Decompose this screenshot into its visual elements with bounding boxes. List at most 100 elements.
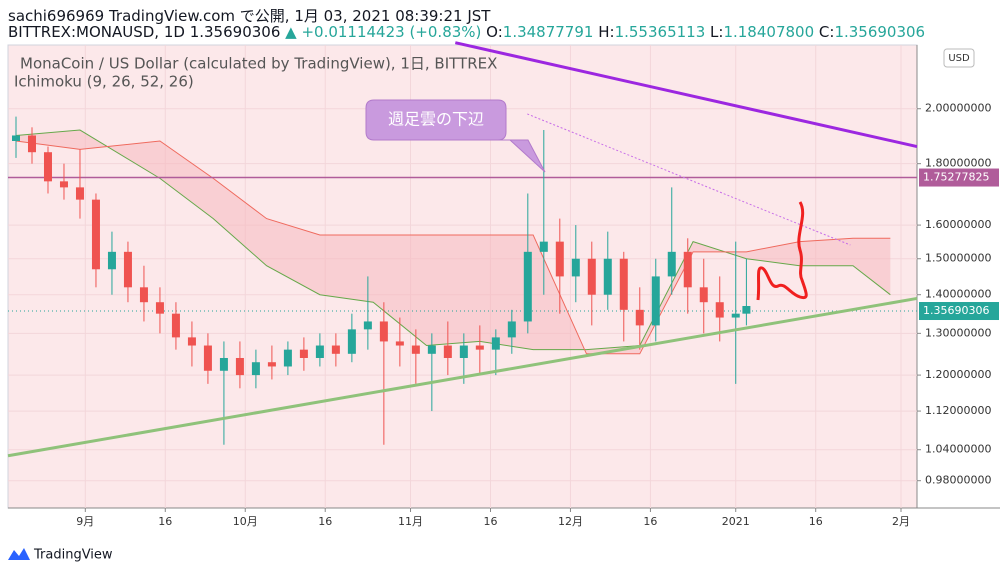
candle-body: [491, 337, 500, 350]
candle-body: [683, 251, 692, 288]
candle-body: [123, 251, 132, 288]
candle-body: [411, 345, 420, 354]
candle-body: [331, 345, 340, 354]
annotation: 週足雲の下辺: [388, 110, 484, 129]
candle-body: [203, 345, 212, 371]
candle-body: [603, 258, 612, 295]
candle-body: [571, 258, 580, 277]
span-b: [15, 140, 891, 355]
x-tick-label: 12月: [558, 515, 583, 528]
candle-body: [379, 321, 388, 342]
candle-body: [539, 241, 548, 252]
price-tag-label: 1.35690306: [923, 304, 989, 317]
price-tag: [919, 168, 999, 187]
candle-body: [475, 345, 484, 350]
candle-body: [587, 258, 596, 295]
candle-body: [299, 349, 308, 358]
change: ▲ +0.01114423 (+0.83%): [285, 23, 482, 41]
l-label: L:: [710, 23, 724, 41]
x-tick-label: 16: [809, 515, 823, 528]
candle-body: [267, 362, 276, 367]
y-tick-label: 1.60000000: [925, 218, 991, 231]
candle-body: [171, 313, 180, 338]
candle-body: [507, 321, 516, 338]
price-tag-label: 1.75277825: [923, 171, 989, 184]
trend-line: [7, 296, 918, 458]
l: 1.18407800: [723, 23, 815, 41]
candle-body: [363, 321, 372, 330]
legend-1: MonaCoin / US Dollar (calculated by Trad…: [20, 55, 497, 73]
candle-body: [742, 306, 751, 314]
candle-body: [283, 349, 292, 367]
callout: [365, 99, 546, 173]
x-tick-label: 16: [158, 515, 172, 528]
candle-body: [427, 345, 436, 354]
candle-body: [347, 329, 356, 354]
currency: USD: [948, 53, 970, 64]
cloud-fill: [15, 130, 891, 354]
y-tick-label: 1.50000000: [925, 252, 991, 265]
x-tick-label: 16: [483, 515, 497, 528]
y-tick-label: 1.12000000: [925, 404, 991, 417]
candle-body: [139, 287, 148, 303]
hand-drawn: [756, 201, 808, 301]
x-tick-label: 11月: [398, 515, 423, 528]
candle-body: [107, 251, 116, 270]
x-tick-label: 2月: [892, 515, 910, 528]
candle-body: [395, 341, 404, 346]
x-tick-label: 16: [643, 515, 657, 528]
y-tick-label: 1.30000000: [925, 326, 991, 339]
candle-body: [75, 187, 84, 200]
h-label: H:: [598, 23, 615, 41]
publisher: sachi696969 TradingView.com で公開, 1月 03, …: [8, 7, 491, 25]
x-tick-label: 2021: [722, 515, 750, 528]
candle-body: [235, 357, 244, 376]
symbol: BITTREX:MONAUSD, 1D: [8, 23, 185, 41]
candle-body: [667, 251, 676, 277]
o-label: O:: [486, 23, 503, 41]
footer: TradingView: [33, 548, 113, 563]
y-tick-label: 1.20000000: [925, 368, 991, 381]
currency-box: [943, 48, 975, 68]
y-tick-label: 1.04000000: [925, 443, 991, 456]
candle-body: [251, 362, 260, 376]
candle-body: [731, 313, 740, 318]
x-tick-label: 9月: [76, 515, 94, 528]
candle-body: [91, 199, 100, 270]
price-tag: [919, 302, 999, 321]
candle-body: [699, 287, 708, 303]
h: 1.55365113: [614, 23, 706, 41]
y-tick-label: 2.00000000: [925, 102, 991, 115]
candle-body: [43, 152, 52, 182]
candle-body: [187, 337, 196, 346]
o: 1.34877791: [502, 23, 594, 41]
candle-body: [443, 345, 452, 358]
c: 1.35690306: [834, 23, 926, 41]
candle-body: [635, 309, 644, 326]
candle-body: [651, 276, 660, 326]
candle-body: [555, 241, 564, 277]
candle-body: [155, 302, 164, 314]
x-tick-label: 16: [318, 515, 332, 528]
candle-body: [219, 357, 228, 371]
candle-body: [459, 345, 468, 358]
candle-body: [59, 181, 68, 188]
legend-2: Ichimoku (9, 26, 52, 26): [14, 73, 194, 91]
candle-body: [619, 258, 628, 310]
logo: [8, 548, 30, 560]
x-tick-label: 10月: [233, 515, 258, 528]
y-tick-label: 1.80000000: [925, 157, 991, 170]
c-label: C:: [818, 23, 835, 41]
candle-body: [315, 345, 324, 358]
last: 1.35690306: [189, 23, 281, 41]
candle-body: [523, 251, 532, 322]
candle-body: [11, 135, 20, 141]
symbol-info: BITTREX:MONAUSD, 1D 1.35690306 ▲ +0.0111…: [8, 23, 925, 41]
candle-body: [27, 135, 36, 153]
candle-body: [715, 302, 724, 318]
y-tick-label: 1.40000000: [925, 288, 991, 301]
y-tick-label: 0.98000000: [925, 474, 991, 487]
trend-line: [454, 41, 918, 149]
